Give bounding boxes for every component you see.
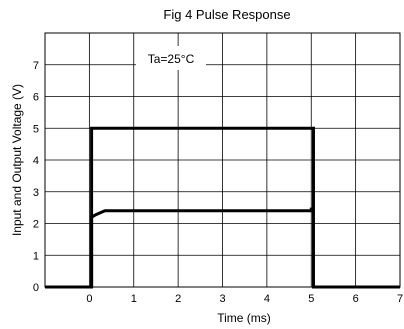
y-tick-label: 0	[33, 282, 39, 294]
input-voltage-line	[45, 126, 400, 289]
x-tick-label: 4	[264, 293, 270, 305]
x-tick-label: 7	[397, 293, 403, 305]
chart-title: Fig 4 Pulse Response	[163, 7, 290, 22]
y-tick-label: 2	[33, 219, 39, 231]
x-tick-label: 6	[353, 293, 359, 305]
y-tick-label: 5	[33, 123, 39, 135]
y-tick-label: 7	[33, 60, 39, 72]
x-tick-label: 5	[308, 293, 314, 305]
plot-frame	[44, 32, 401, 288]
x-tick-label: 1	[131, 293, 137, 305]
y-tick-label: 3	[33, 187, 39, 199]
annotation-label: Ta=25°C	[148, 52, 195, 66]
x-axis-label: Time (ms)	[217, 311, 271, 325]
output-voltage-line	[90, 207, 313, 287]
x-tick-label: 2	[175, 293, 181, 305]
grid	[45, 33, 401, 288]
annotation-box	[136, 46, 206, 70]
y-axis-label: Input and Output Voltage (V)	[10, 84, 24, 236]
y-tick-label: 4	[33, 155, 39, 167]
y-axis-ticks: 0 1 2 3 4 5 6 7	[33, 60, 39, 294]
y-tick-label: 1	[33, 250, 39, 262]
y-tick-label: 6	[33, 92, 39, 104]
series-group	[45, 126, 400, 289]
x-axis-ticks: 0 1 2 3 4 5 6 7	[86, 293, 403, 305]
x-tick-label: 0	[86, 293, 92, 305]
x-tick-label: 3	[219, 293, 225, 305]
